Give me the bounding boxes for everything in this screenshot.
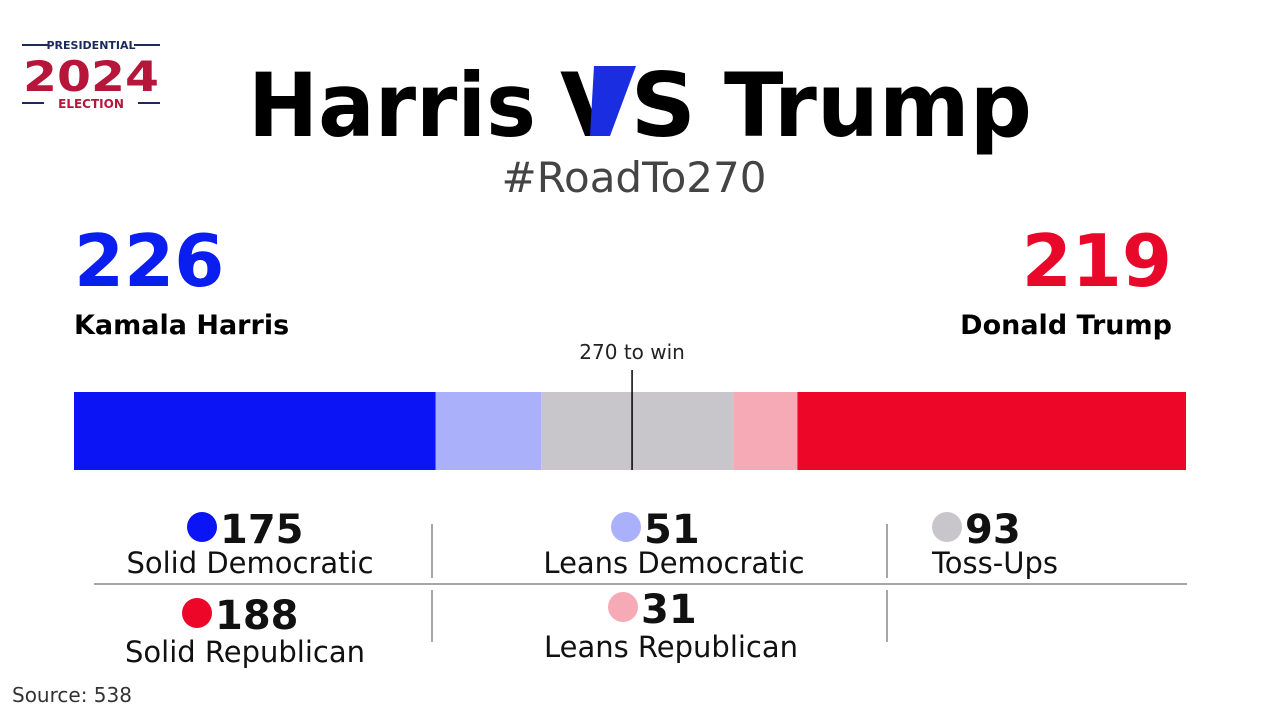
legend-value: 31 [641,587,697,633]
vs-stripe [590,66,636,136]
title-right: Trump [724,54,1032,157]
candidate-votes: 226 [74,219,224,303]
legend-value: 51 [644,507,700,553]
legend-dot [611,512,641,542]
candidate-name: Donald Trump [960,310,1172,341]
legend-name: Leans Republican [544,630,798,664]
legend-value: 188 [215,593,299,639]
legend-value: 93 [965,507,1021,553]
candidate-name: Kamala Harris [74,310,289,341]
threshold-label: 270 to win [579,340,685,364]
bar-segment [797,392,1186,470]
legend-value: 175 [220,507,304,553]
source: Source: 538 [12,683,132,707]
legend-dot [187,512,217,542]
logo-top: PRESIDENTIAL [46,39,135,52]
bar-segment [733,392,798,470]
title-left: Harris [248,54,536,157]
legend-name: Leans Democratic [543,546,804,580]
legend-dot [608,592,638,622]
legend-name: Solid Democratic [126,546,373,580]
subtitle: #RoadTo270 [502,153,767,202]
bar-segment [74,392,436,470]
bar-segment [435,392,542,470]
logo: PRESIDENTIAL 2024 ELECTION [22,39,160,111]
bar-segment [541,392,734,470]
legend-name: Solid Republican [125,635,365,669]
legend-dot [182,598,212,628]
candidate-votes: 219 [1022,219,1172,303]
legend-dot [932,512,962,542]
logo-year: 2024 [23,52,159,101]
logo-bottom: ELECTION [58,97,124,111]
legend-name: Toss-Ups [931,546,1058,580]
